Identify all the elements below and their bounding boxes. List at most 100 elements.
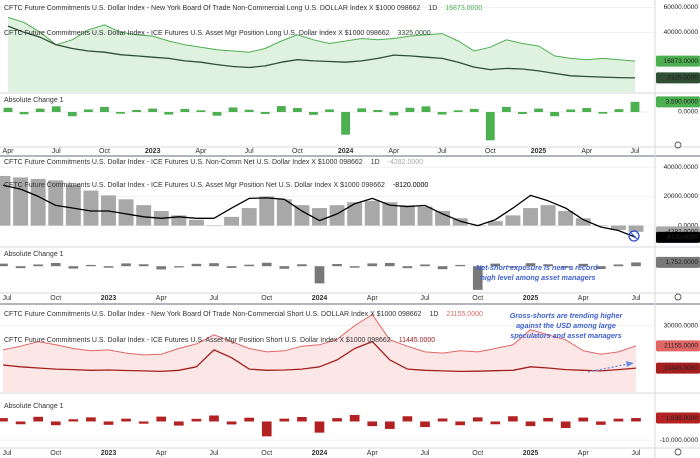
annotation: Gross-shorts are trending higher [510,311,624,320]
column [382,202,398,226]
change-bar [196,110,206,112]
change-bar [228,107,238,112]
change-bar [349,414,360,422]
change-bar [0,418,8,422]
legend-value: 16873.0000 [445,5,482,12]
change-bar [614,109,624,112]
change-bar [138,264,149,267]
change-bar [420,264,430,267]
change-bar [472,417,483,422]
change-bar [384,421,395,429]
column [224,216,240,226]
last-value-badge [656,256,700,268]
x-tick-label: Apr [3,148,15,155]
legend-value: -8120.0000 [393,182,429,189]
x-tick-label: 2025 [531,148,547,155]
column [364,200,380,226]
change-bar [15,266,26,269]
change-bar [260,112,270,114]
change-bar [261,262,272,267]
change-bar [261,421,272,437]
change-bar [373,110,383,112]
change-bar [50,421,61,426]
last-value-label: 16873.0000 [664,58,699,65]
change-bar [191,418,202,422]
legend-interval: 1D [429,311,438,318]
legend-name: CFTC Future Commitments U.S. Dollar Inde… [4,5,420,12]
legend-interval: 1D [428,5,437,12]
pane-title: Absolute Change 1 [4,403,64,410]
last-value-badge [656,72,700,84]
column [48,180,64,226]
y-tick-label: 40000.0000 [664,164,699,171]
column [329,205,345,226]
last-value-badge [656,55,700,67]
last-value-badge [656,340,700,352]
legend-entry: CFTC Future Commitments U.S. Dollar Inde… [4,337,435,344]
change-bar [578,263,589,267]
line [2,184,637,239]
change-bar [402,266,413,269]
annotation: speculators and asset managers [510,331,621,340]
column [312,208,327,226]
change-bar [83,109,93,112]
change-bar [209,263,219,267]
change-bar [389,112,399,116]
x-tick-label: Apr [578,295,590,302]
legend-value: -4282.0000 [388,159,424,166]
x-tick-label: 2024 [312,450,328,457]
change-bar [86,417,96,422]
change-bar [332,418,342,422]
x-tick-label: Jul [210,295,219,302]
change-bar [550,112,560,117]
legend-interval: 1D [371,159,380,166]
last-value-label: 11445.0000 [664,365,698,372]
change-bar [244,109,254,112]
column [487,221,503,226]
area-line [7,16,636,62]
last-value-label: 21155.0000 [664,343,698,350]
overlay [587,141,682,456]
x-tick-label: Oct [472,295,483,302]
change-bar [212,112,222,116]
change-bar [164,112,174,115]
change-bar [566,109,576,112]
x-tick-label: 2024 [338,148,354,155]
change-bar [173,266,184,268]
change-bar [490,421,501,425]
change-bar [68,419,79,422]
change-bar [518,112,527,114]
legend-entry: CFTC Future Commitments U.S. Dollar Inde… [4,30,431,37]
column [435,210,451,226]
change-bar [341,112,351,135]
x-tick-label: Apr [581,148,593,155]
change-bar [595,266,606,269]
last-value-label: -8120.0000 [665,234,698,241]
change-bar [501,106,511,112]
change-bar [68,266,79,269]
change-bar [116,112,125,114]
change-bar [455,421,466,426]
area-line [2,313,637,356]
annotation: against the USD among large [516,321,616,330]
change-bar [578,417,589,422]
change-bar [367,421,378,427]
change-bar [279,418,290,422]
legend-entry: CFTC Future Commitments U.S. Dollar Inde… [4,159,423,166]
x-tick-label: Oct [261,295,272,302]
legend-entry: CFTC Future Commitments U.S. Dollar Inde… [4,5,482,12]
x-tick-label: Apr [367,450,379,457]
settings-icon [674,448,682,456]
change-bar [103,421,114,425]
column [206,225,222,227]
change-bar [437,418,448,422]
legend-name: CFTC Future Commitments U.S. Dollar Inde… [4,30,390,37]
change-bar [121,263,131,267]
y-tick-label: 20000.0000 [664,193,699,200]
settings-icon [674,293,682,301]
x-tick-label: 2023 [101,450,117,457]
column [241,208,257,226]
change-bar [276,106,286,112]
change-bar [156,266,167,270]
